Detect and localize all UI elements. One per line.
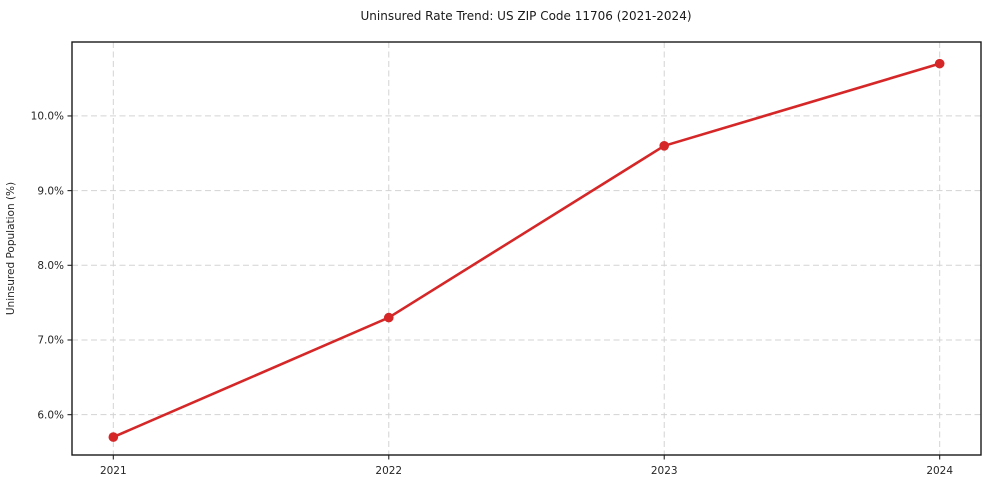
data-point-marker [659, 141, 670, 151]
data-point-marker [108, 432, 119, 442]
plot-area [72, 42, 981, 455]
data-point-marker [383, 312, 394, 323]
x-tick-label: 2022 [375, 465, 402, 477]
gridlines [72, 42, 981, 455]
axis-tick-labels: 2021 2022 2023 2024 6.0% 7.0% 8.0% 9.0% 10.0% [31, 111, 954, 477]
plot-frame [71, 41, 982, 456]
trend-line [112, 62, 941, 439]
axis-tick-marks [67, 115, 941, 460]
x-tick-label: 2023 [651, 465, 678, 477]
y-tick-label: 9.0% [37, 185, 64, 197]
chart-title: Uninsured Rate Trend: US ZIP Code 11706 … [360, 9, 691, 23]
y-tick-label: 8.0% [37, 260, 64, 272]
y-tick-label: 6.0% [37, 409, 64, 421]
y-tick-label: 10.0% [31, 111, 64, 123]
data-point-marker [934, 58, 945, 69]
x-tick-label: 2024 [926, 465, 953, 477]
y-tick-label: 7.0% [37, 335, 64, 347]
y-axis-label: Uninsured Population (%) [5, 182, 17, 315]
x-tick-label: 2021 [100, 465, 127, 477]
trend-series [108, 58, 945, 442]
